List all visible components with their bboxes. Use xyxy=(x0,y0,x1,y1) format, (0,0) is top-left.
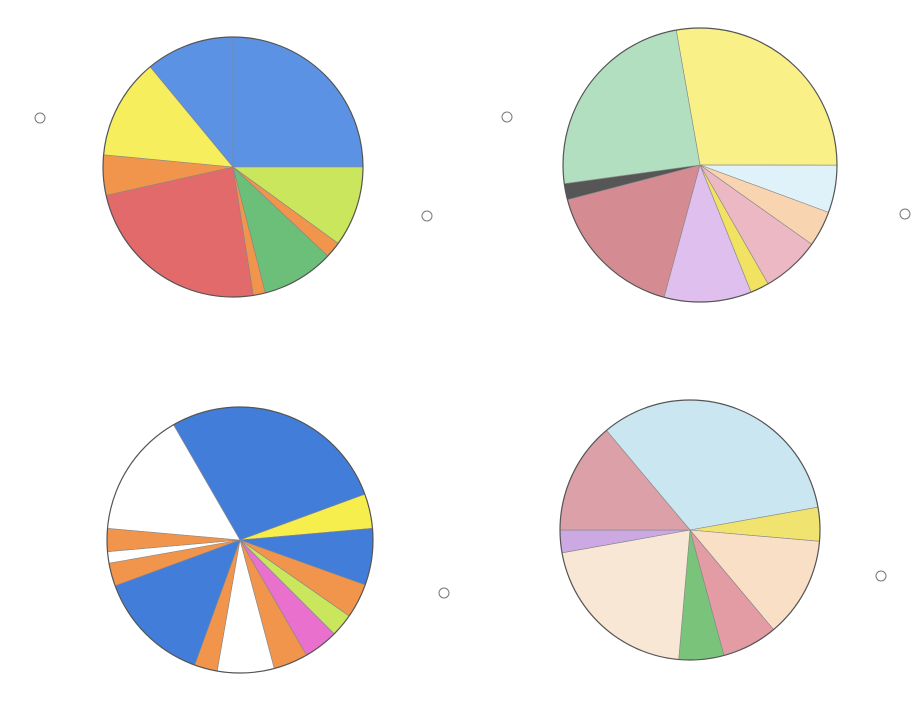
sun-symbol xyxy=(899,208,911,220)
sun-symbol xyxy=(438,587,450,599)
sun-symbol xyxy=(875,570,887,582)
pie-slice xyxy=(562,29,701,185)
pie-outline xyxy=(559,399,821,661)
pie-outline xyxy=(106,406,374,674)
sun-symbol xyxy=(421,210,433,222)
pie-chart xyxy=(559,399,821,661)
pie-slice xyxy=(675,27,838,166)
small-circle xyxy=(501,111,513,123)
small-circle xyxy=(34,112,46,124)
pie-chart xyxy=(106,406,374,674)
decorations xyxy=(34,111,911,599)
pie-chart xyxy=(562,27,838,303)
pie-outline xyxy=(102,36,364,298)
pie-slice xyxy=(232,36,364,168)
pie-outline xyxy=(562,27,838,303)
pie-chart xyxy=(102,36,364,298)
